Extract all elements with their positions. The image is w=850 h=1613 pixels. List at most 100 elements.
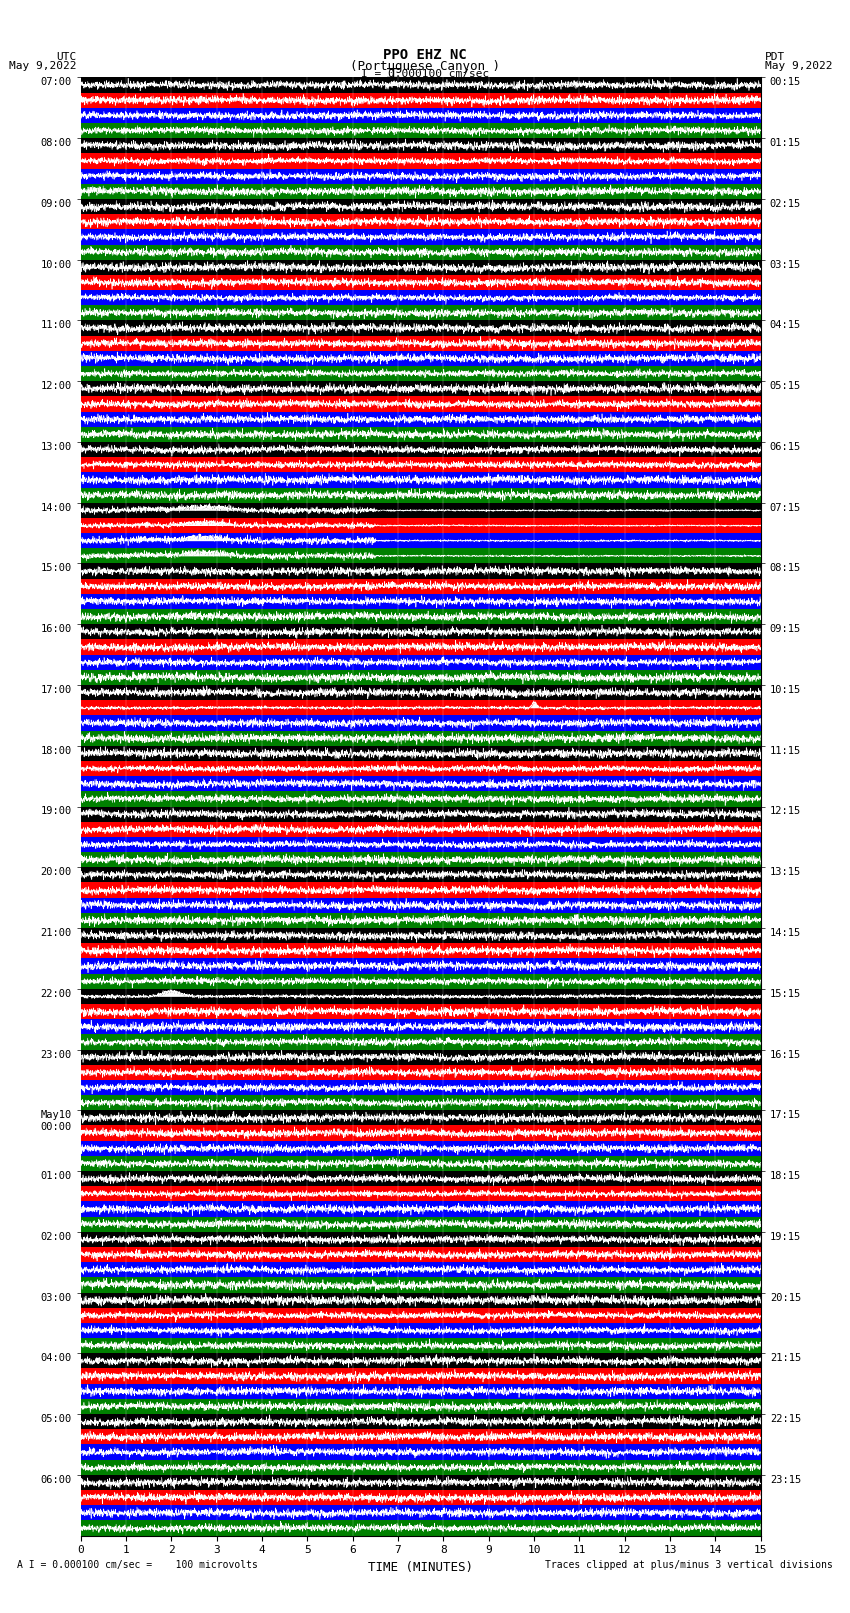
Bar (81, 806, 761, 821)
Bar (81, 1505, 761, 1521)
Text: PDT: PDT (765, 52, 785, 61)
Bar (81, 473, 761, 487)
Bar (81, 1095, 761, 1110)
Bar (81, 108, 761, 123)
Bar (81, 92, 761, 108)
Bar (81, 700, 761, 716)
Bar (81, 427, 761, 442)
Bar (81, 686, 761, 700)
Bar (81, 1460, 761, 1474)
Text: May 9,2022: May 9,2022 (9, 61, 76, 71)
Bar (81, 1065, 761, 1081)
Bar (81, 1445, 761, 1460)
Bar (81, 731, 761, 745)
Bar (81, 1323, 761, 1339)
Bar (81, 1474, 761, 1490)
Bar (81, 1081, 761, 1095)
X-axis label: TIME (MINUTES): TIME (MINUTES) (368, 1561, 473, 1574)
Bar (81, 639, 761, 655)
Bar (81, 1034, 761, 1050)
Bar (81, 579, 761, 594)
Bar (81, 548, 761, 563)
Bar (81, 669, 761, 686)
Bar (81, 1050, 761, 1065)
Bar (81, 366, 761, 381)
Bar (81, 260, 761, 274)
Bar (81, 503, 761, 518)
Bar (81, 532, 761, 548)
Bar (81, 1521, 761, 1536)
Bar (81, 215, 761, 229)
Bar (81, 594, 761, 610)
Bar (81, 1384, 761, 1398)
Bar (81, 563, 761, 579)
Text: A I = 0.000100 cm/sec =    100 microvolts: A I = 0.000100 cm/sec = 100 microvolts (17, 1560, 258, 1569)
Bar (81, 1157, 761, 1171)
Bar (81, 518, 761, 534)
Bar (81, 837, 761, 852)
Bar (81, 123, 761, 139)
Bar (81, 1292, 761, 1308)
Bar (81, 321, 761, 336)
Text: I = 0.000100 cm/sec: I = 0.000100 cm/sec (361, 69, 489, 79)
Bar (81, 1415, 761, 1429)
Bar (81, 290, 761, 305)
Bar (81, 139, 761, 153)
Bar (81, 761, 761, 776)
Text: UTC: UTC (56, 52, 76, 61)
Bar (81, 1202, 761, 1216)
Bar (81, 1110, 761, 1126)
Bar (81, 716, 761, 731)
Bar (81, 882, 761, 897)
Bar (81, 1277, 761, 1292)
Bar (81, 958, 761, 974)
Bar (81, 913, 761, 927)
Bar (81, 1216, 761, 1232)
Bar (81, 624, 761, 639)
Bar (81, 610, 761, 624)
Bar (81, 381, 761, 397)
Bar (81, 1019, 761, 1034)
Bar (81, 350, 761, 366)
Bar (81, 487, 761, 503)
Bar (81, 1261, 761, 1277)
Bar (81, 944, 761, 958)
Text: May 9,2022: May 9,2022 (765, 61, 832, 71)
Bar (81, 1308, 761, 1323)
Bar (81, 411, 761, 427)
Bar (81, 821, 761, 837)
Bar (81, 1490, 761, 1505)
Bar (81, 927, 761, 944)
Bar (81, 442, 761, 456)
Bar (81, 1429, 761, 1445)
Bar (81, 1186, 761, 1202)
Bar (81, 974, 761, 989)
Bar (81, 1171, 761, 1186)
Bar (81, 169, 761, 184)
Bar (81, 456, 761, 473)
Bar (81, 989, 761, 1003)
Bar (81, 198, 761, 215)
Bar (81, 1398, 761, 1415)
Bar (81, 1140, 761, 1157)
Bar (81, 745, 761, 761)
Text: PPO EHZ NC: PPO EHZ NC (383, 47, 467, 61)
Bar (81, 868, 761, 882)
Bar (81, 245, 761, 260)
Bar (81, 898, 761, 913)
Bar (81, 184, 761, 198)
Bar (81, 1339, 761, 1353)
Bar (81, 776, 761, 792)
Text: (Portuguese Canyon ): (Portuguese Canyon ) (350, 60, 500, 73)
Bar (81, 852, 761, 868)
Bar (81, 1232, 761, 1247)
Bar (81, 792, 761, 806)
Bar (81, 229, 761, 245)
Bar (81, 397, 761, 411)
Bar (81, 1353, 761, 1368)
Bar (81, 1003, 761, 1019)
Bar (81, 1247, 761, 1261)
Bar (81, 305, 761, 321)
Bar (81, 1126, 761, 1140)
Bar (81, 1368, 761, 1384)
